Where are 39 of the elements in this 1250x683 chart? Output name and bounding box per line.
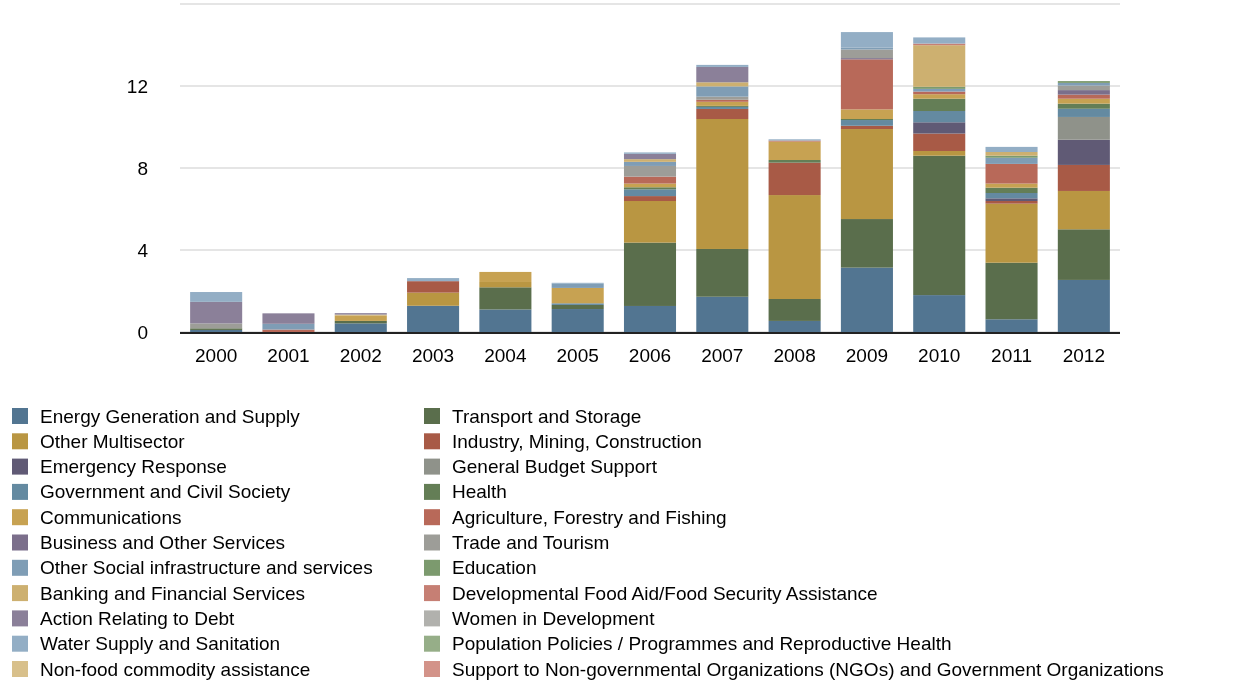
x-tick-label: 2008 [773, 344, 816, 366]
legend-label: Women in Development [452, 607, 656, 629]
x-tick-label: 2001 [267, 344, 310, 366]
y-tick-label: 4 [137, 239, 149, 261]
legend-label: Support to Non-governmental Organizations (NGOs) and Government Organizations [452, 658, 1164, 680]
x-tick-label: 2002 [339, 344, 382, 366]
legend-label: Transport and Storage [452, 405, 642, 427]
legend-label: General Budget Support [452, 456, 658, 478]
legend-label: Health [452, 481, 507, 503]
y-tick-label: 8 [137, 157, 148, 179]
x-tick-label: 2012 [1062, 344, 1105, 366]
y-tick-label: 0 [137, 321, 148, 343]
legend-label: Other Multisector [40, 430, 186, 452]
y-tick-label: 12 [126, 75, 148, 97]
legend-label: Education [452, 557, 537, 579]
legend-label: Population Policies / Programmes and Reproductive Health [452, 633, 952, 655]
x-tick-label: 2003 [411, 344, 455, 366]
x-tick-label: 2009 [845, 344, 889, 366]
x-tick-label: 2006 [628, 344, 672, 366]
legend-label: Business and Other Services [40, 532, 286, 553]
legend-label: Developmental Food Aid/Food Security Assistance [452, 582, 878, 604]
x-tick-label: 2007 [701, 344, 744, 366]
legend-label: Emergency Response [40, 456, 227, 478]
legend-label: Energy Generation and Supply [40, 405, 301, 427]
legend-label: Water Supply and Sanitation [40, 633, 281, 655]
x-tick-label: 2000 [195, 344, 238, 366]
x-tick-label: 2011 [991, 344, 1032, 366]
legend-label: Agriculture, Forestry and Fishing [452, 506, 727, 528]
x-tick-label: 2005 [556, 344, 599, 366]
legend-label: Communications [40, 506, 182, 528]
legend-label: Action Relating to Debt [40, 607, 236, 629]
legend-label: Banking and Financial Services [40, 582, 306, 604]
legend-label: Industry, Mining, Construction [452, 430, 702, 452]
legend-label: Other Social infrastructure and services [40, 557, 373, 579]
x-tick-label: 2010 [918, 344, 961, 366]
x-tick-label: 2004 [484, 344, 527, 366]
legend-label: Non-food commodity assistance [40, 658, 311, 680]
legend-label: Trade and Tourism [452, 532, 610, 553]
legend-label: Government and Civil Society [40, 481, 291, 503]
